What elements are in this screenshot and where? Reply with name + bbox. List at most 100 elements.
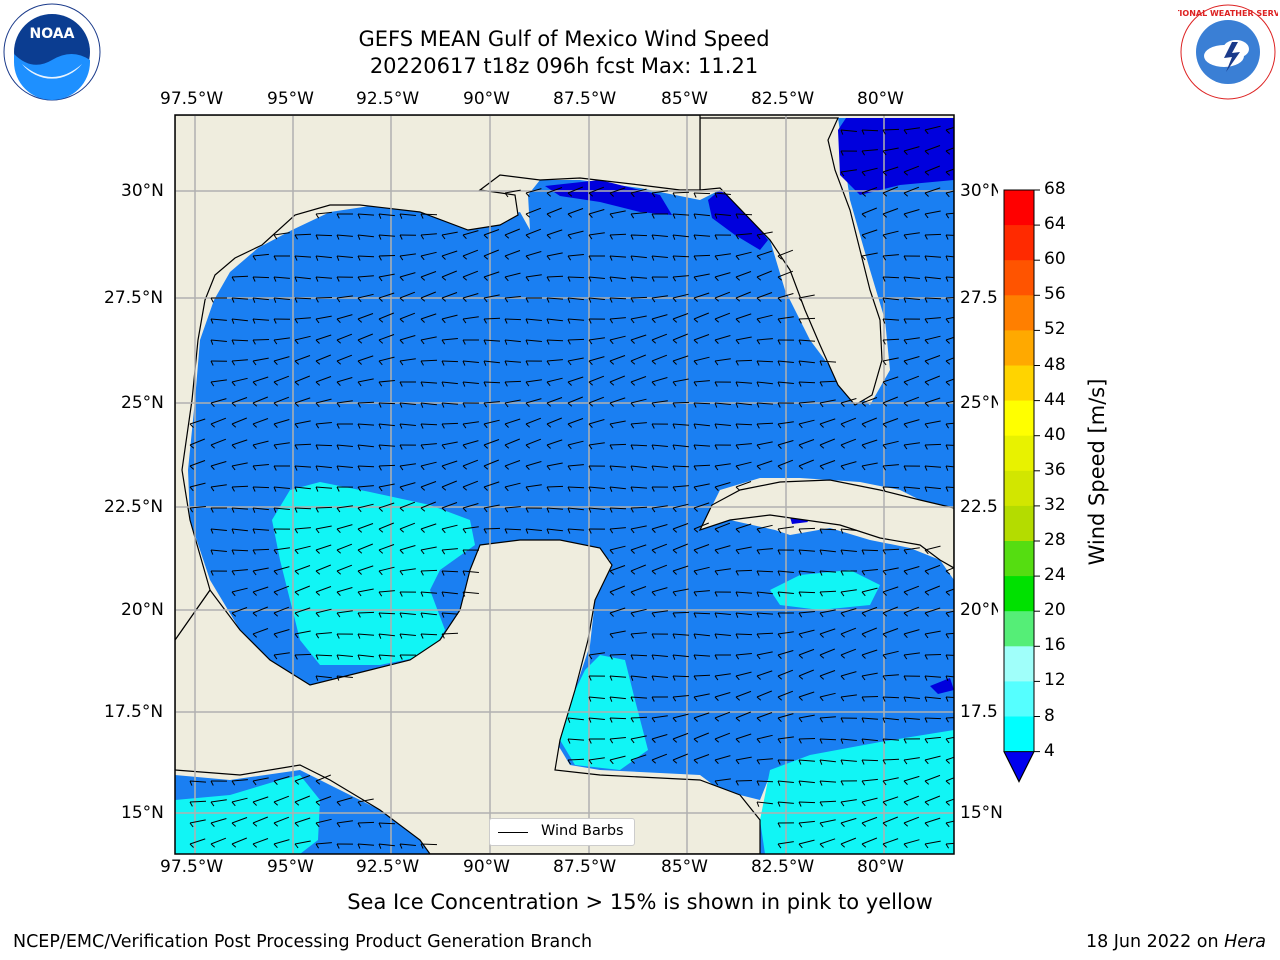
wind-barb-feather <box>945 402 950 408</box>
wind-barb <box>231 359 248 362</box>
wind-barb <box>651 564 668 572</box>
wind-barb-feather <box>462 507 467 512</box>
wind-barb <box>189 438 205 446</box>
wind-barb <box>756 314 773 320</box>
wind-barb <box>861 187 878 194</box>
wind-barb <box>693 544 710 551</box>
wind-barb-feather <box>441 297 447 302</box>
wind-barb-feather <box>693 528 699 533</box>
wind-barb <box>294 527 311 530</box>
wind-barb <box>294 420 311 425</box>
wind-barb <box>924 297 942 300</box>
wind-barb-feather <box>273 402 279 407</box>
wind-barb-feather <box>714 612 718 618</box>
wind-barb <box>735 271 752 278</box>
wind-barb-feather <box>819 675 825 680</box>
wind-barb <box>441 360 459 363</box>
wind-barb-feather <box>882 675 887 681</box>
wind-barb-feather <box>693 255 697 261</box>
wind-barb <box>609 585 625 593</box>
wind-barb-feather <box>651 591 656 597</box>
wind-barb <box>924 755 941 761</box>
wind-barb-feather <box>819 780 823 786</box>
wind-barb-feather <box>231 297 235 303</box>
wind-barb <box>819 380 837 383</box>
wind-barb-feather <box>945 318 950 324</box>
lon-label-bottom: 95°W <box>267 857 314 877</box>
wind-barb <box>714 482 731 488</box>
wind-barb <box>189 800 207 803</box>
wind-barb-feather <box>231 612 237 617</box>
wind-barb <box>483 504 500 509</box>
wind-barb-feather <box>924 276 928 282</box>
wind-barb <box>630 486 648 489</box>
wind-barb <box>273 839 290 845</box>
wind-barb <box>798 360 815 364</box>
wind-barb <box>273 297 290 300</box>
wind-barb <box>735 733 752 740</box>
wind-barb <box>399 291 416 299</box>
wind-barb-feather <box>399 486 404 492</box>
colorbar-segment <box>1004 470 1034 507</box>
wind-barb-feather <box>588 444 593 450</box>
wind-barb <box>609 737 626 740</box>
wind-barb-feather <box>693 675 697 681</box>
wind-barb-feather <box>609 297 613 303</box>
wind-barb <box>231 439 248 446</box>
wind-barb-feather <box>210 780 214 786</box>
wind-barb <box>819 399 836 404</box>
wind-barb <box>630 422 647 425</box>
wind-barb-feather <box>609 528 614 534</box>
wind-barb <box>231 377 248 383</box>
wind-barb <box>672 675 690 678</box>
wind-barb <box>483 229 500 236</box>
wind-barb-feather <box>231 822 237 827</box>
wind-barb-feather <box>672 255 676 261</box>
wind-barb <box>714 272 731 278</box>
wind-barb-feather <box>714 276 719 282</box>
wind-barb-feather <box>798 612 803 618</box>
wind-barb <box>798 839 815 845</box>
wind-barb <box>315 211 332 215</box>
wind-barb-feather <box>315 528 320 534</box>
wind-barb <box>357 654 374 658</box>
wind-barb <box>924 675 942 678</box>
wind-barb <box>609 527 626 530</box>
lon-label-bottom: 80°W <box>857 857 904 877</box>
wind-barb-feather <box>504 234 510 239</box>
wind-barb-feather <box>819 444 825 449</box>
wind-barb-feather <box>399 381 403 387</box>
wind-barb-feather <box>462 276 468 281</box>
wind-barb <box>693 612 711 615</box>
wind-barb-feather <box>273 339 278 345</box>
wind-barb <box>567 230 584 236</box>
wind-barb <box>672 378 689 383</box>
wind-barb <box>441 314 458 320</box>
wind-barb-feather <box>378 654 382 660</box>
wind-barb-feather <box>924 822 929 827</box>
wind-barb <box>588 717 605 720</box>
wind-barb-feather <box>252 402 258 407</box>
wind-barb <box>798 381 816 384</box>
wind-barb <box>651 465 668 468</box>
wind-barb-feather <box>693 423 697 429</box>
wind-barb-feather <box>630 255 634 261</box>
wind-barb-feather <box>714 486 719 491</box>
wind-barb-feather <box>882 759 886 765</box>
wind-barb-feather <box>588 339 593 345</box>
wind-barb <box>336 675 353 678</box>
wind-barb-feather <box>882 738 886 744</box>
wind-barb-feather <box>777 528 782 534</box>
wind-barb-feather <box>420 444 425 450</box>
wind-barb-feather <box>273 801 279 806</box>
wind-barb-feather <box>378 570 383 576</box>
wind-barb <box>441 402 459 405</box>
wind-barb-feather <box>672 696 677 702</box>
wind-barb <box>525 251 542 257</box>
wind-barb <box>882 166 899 173</box>
wind-barb <box>588 507 605 510</box>
wind-barb-feather <box>903 822 909 827</box>
wind-barb <box>504 506 521 509</box>
wind-barb-feather <box>882 234 887 240</box>
wind-barb-feather <box>315 486 319 492</box>
